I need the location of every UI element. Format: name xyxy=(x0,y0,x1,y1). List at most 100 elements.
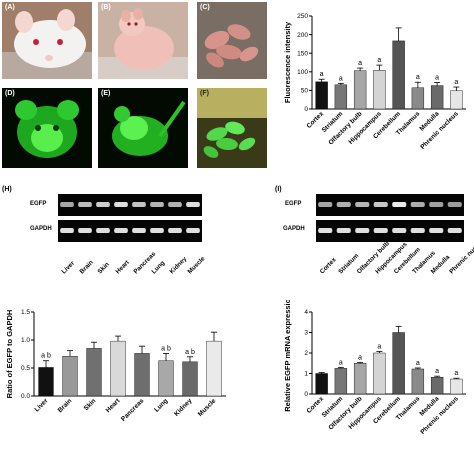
gel-h-gapdh-band-7 xyxy=(186,228,200,233)
photo-green-mouse-side: (E) xyxy=(98,88,188,168)
chart-i-significance-6: a xyxy=(435,368,439,375)
gel-i-egfp-band-0 xyxy=(318,202,333,207)
chart-g-significance-0: a xyxy=(320,71,324,78)
gel-i-gapdh-label: GAPDH xyxy=(283,226,305,232)
chart-i-significance-7: a xyxy=(454,370,458,377)
chart-i-y-tick-label: 4 xyxy=(304,309,308,316)
chart-g-bar-5 xyxy=(411,87,425,110)
gel-i-egfp-band-6 xyxy=(429,202,444,207)
chart-i-bar-2 xyxy=(353,363,367,395)
gel-i-gapdh-band-6 xyxy=(429,228,444,233)
gel-i-gapdh-band-1 xyxy=(336,228,351,233)
gel-h-gapdh-band-0 xyxy=(60,228,74,233)
chart-g-y-tick-label: 0 xyxy=(304,106,308,113)
chart-g-y-tick-label: 200 xyxy=(297,32,308,39)
gel-h-lane-0: Liver xyxy=(60,259,76,275)
gel-h-gapdh-label: GAPDH xyxy=(30,226,52,232)
chart-h-significance-6: a b xyxy=(185,349,195,356)
gel-h-gapdh-band-4 xyxy=(132,228,146,233)
gel-i-egfp-label: EGFP xyxy=(285,201,302,207)
chart-g-significance-7: a xyxy=(454,79,458,86)
chart-g-y-tick-label: 150 xyxy=(297,50,308,57)
chart-h-bar-2 xyxy=(86,348,102,397)
photo-white-mouse: (A) xyxy=(2,2,92,79)
gel-h-egfp-band-4 xyxy=(132,202,146,207)
panel-label-h: (H) xyxy=(2,186,12,193)
chart-i-y-axis-label: Relative EGFP mRNA expression xyxy=(283,300,292,412)
gel-i-egfp-band-7 xyxy=(447,202,462,207)
chart-h-bar-5 xyxy=(158,360,174,397)
gel-h-gapdh-band-1 xyxy=(78,228,92,233)
gel-h-egfp-band-6 xyxy=(168,202,182,207)
chart-g: 0 50 100 150 200 250 Fluorescence intensity a Co… xyxy=(276,2,472,172)
chart-g-bar-0 xyxy=(315,81,328,110)
chart-g-significance-3: a xyxy=(377,57,381,64)
gel-i-egfp-band-5 xyxy=(410,202,425,207)
chart-h-bar-3 xyxy=(110,340,126,397)
panel-label-e: (E) xyxy=(101,90,111,97)
panel-label-d: (D) xyxy=(5,90,15,97)
chart-i-significance-2: a xyxy=(358,354,362,361)
chart-h-x-tick-label-1: Brain xyxy=(57,397,74,414)
chart-h-bar-4 xyxy=(134,353,150,397)
gel-h-lane-5: Lung xyxy=(150,259,166,275)
gel-i-lane-0: Cortex xyxy=(319,256,338,275)
chart-g-bar-7 xyxy=(450,90,463,110)
chart-h-x-tick-label-5: Lung xyxy=(153,397,169,413)
gel-i-egfp-band-4 xyxy=(392,202,407,207)
gel-h-egfp-band-3 xyxy=(114,202,128,207)
chart-h-x-tick-label-3: Heart xyxy=(105,397,122,414)
gel-h-egfp-band-1 xyxy=(78,202,92,207)
chart-g-significance-1: a xyxy=(339,75,343,82)
chart-i-bar-6 xyxy=(430,376,444,395)
chart-i-significance-3: a xyxy=(377,343,381,350)
chart-g-y-tick-label: 100 xyxy=(297,69,308,76)
gel-i-egfp-band-1 xyxy=(336,202,351,207)
chart-g-y-tick-label: 250 xyxy=(297,13,308,20)
gel-h-gapdh-band-3 xyxy=(114,228,128,233)
gel-h-lane-3: Heart xyxy=(114,258,131,275)
chart-i-bar-0 xyxy=(315,373,328,395)
gel-i-egfp-band-3 xyxy=(373,202,388,207)
chart-h-x-tick-label-6: Kidney xyxy=(173,397,194,418)
photo-green-pups: (F) xyxy=(197,88,267,168)
gel-i-egfp-blot xyxy=(316,194,464,216)
chart-i-y-tick-label: 2 xyxy=(304,350,308,357)
chart-i: 0 1 2 3 4 Relative EGFP mRNA expression Cortex… xyxy=(276,294,472,457)
chart-i-bar-5 xyxy=(411,368,425,395)
chart-i-bar-3 xyxy=(373,352,386,395)
gel-h-gapdh-band-2 xyxy=(96,228,110,233)
chart-h-y-tick-label: 1.0 xyxy=(21,337,30,344)
chart-i-y-tick-label: 0 xyxy=(304,391,308,398)
chart-g-bar-6 xyxy=(430,85,444,110)
chart-g-y-tick-label: 50 xyxy=(301,88,309,95)
gel-h-lane-6: Kidney xyxy=(168,255,188,275)
chart-i-significance-5: a xyxy=(416,360,420,367)
gel-i-gapdh-band-0 xyxy=(318,228,333,233)
panel-label-b: (B) xyxy=(101,4,111,11)
chart-h-y-tick-label: 1.5 xyxy=(21,309,30,316)
photo-green-mouse-face: (D) xyxy=(2,88,92,168)
gel-h-gapdh-blot xyxy=(58,220,202,242)
chart-i-y-tick-label: 3 xyxy=(304,330,308,337)
gel-i-gapdh-band-7 xyxy=(447,228,462,233)
chart-h-y-axis-label: Ratio of EGFP to GAPDH xyxy=(5,310,14,399)
chart-i-bar-1 xyxy=(334,368,348,395)
panel-label-i: (I) xyxy=(275,186,282,193)
chart-h-bar-0 xyxy=(38,367,54,397)
gel-h-egfp-band-7 xyxy=(186,202,200,207)
chart-g-bar-1 xyxy=(334,84,348,110)
chart-h-y-tick-label: 0.0 xyxy=(21,393,30,400)
chart-g-bar-3 xyxy=(373,70,386,110)
chart-h-x-tick-label-0: Liver xyxy=(33,397,49,413)
chart-g-significance-6: a xyxy=(435,75,439,82)
chart-h-x-tick-label-4: Pancreas xyxy=(120,397,146,423)
chart-i-x-tick-label-7: Phrenic nucleus xyxy=(419,395,460,436)
chart-h-bar-7 xyxy=(206,340,222,397)
chart-i-y-tick-label: 1 xyxy=(304,371,308,378)
gel-i-lane-7: Phrenic nucleus xyxy=(448,240,474,275)
chart-g-significance-2: a xyxy=(358,60,362,67)
chart-h-significance-5: a b xyxy=(161,345,171,352)
